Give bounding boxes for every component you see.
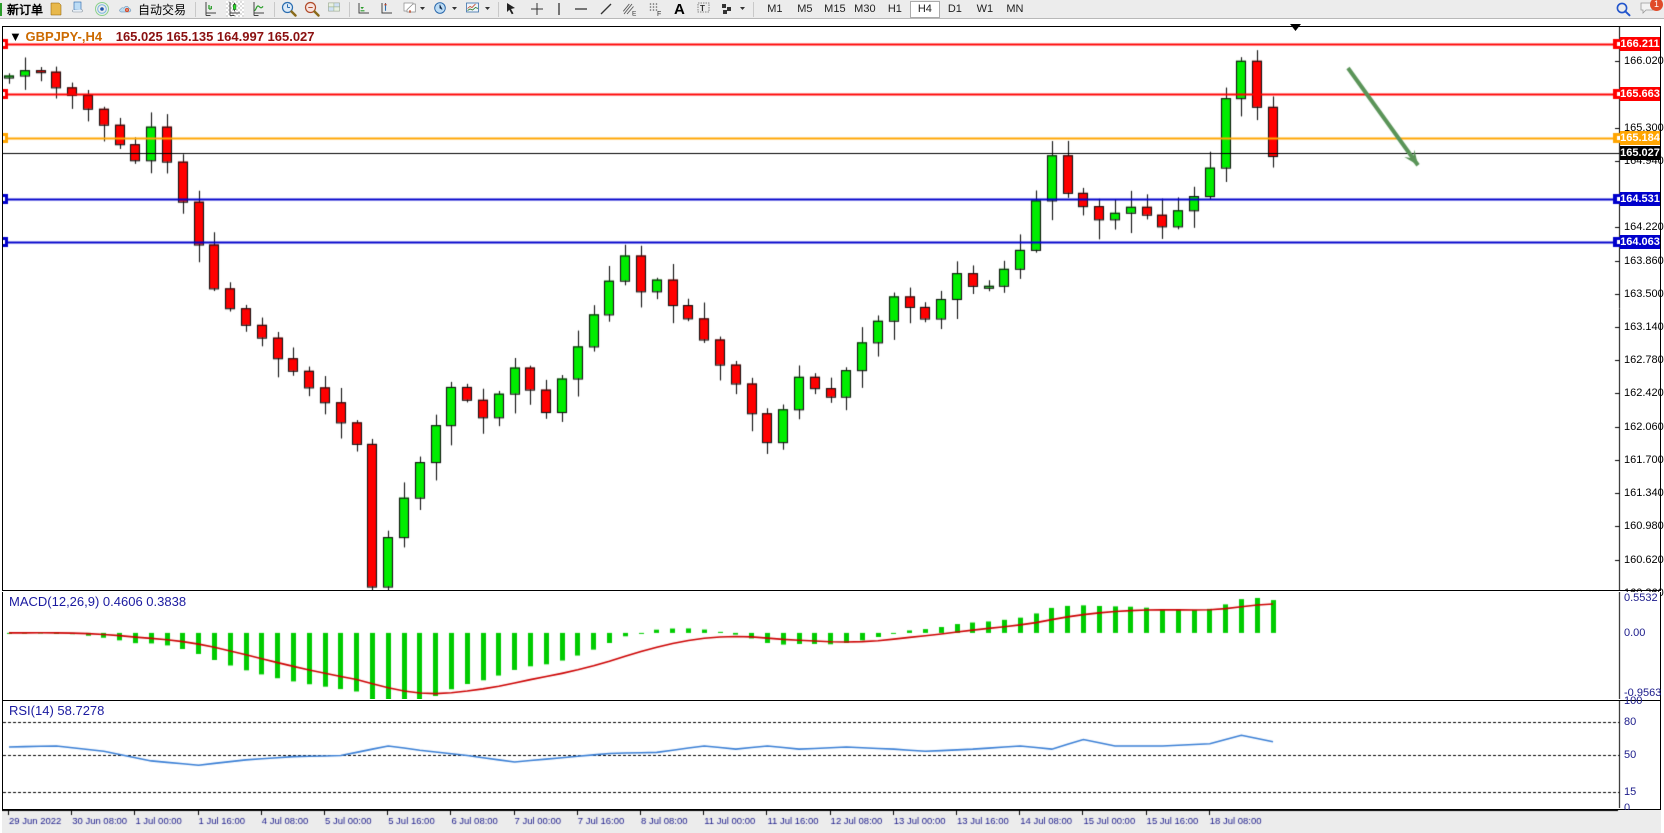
svg-text:F: F bbox=[657, 11, 661, 17]
svg-text:E: E bbox=[632, 11, 637, 18]
svg-text:T: T bbox=[700, 4, 705, 13]
